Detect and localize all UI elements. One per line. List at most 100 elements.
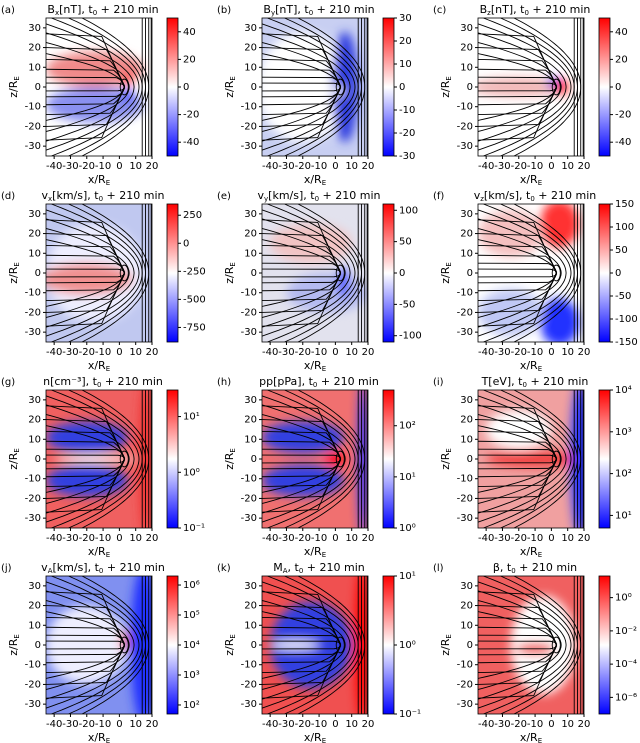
y-tick-label: -10 [241,474,257,485]
text-part: x/R [520,359,538,372]
y-tick-label: 0 [467,82,473,93]
x-tick-label: 0 [548,533,554,544]
colorbar-tick-label: 10⁻¹ [183,523,205,534]
streamline [46,581,140,709]
text-part: x/R [304,359,322,372]
streamlines [262,18,368,156]
text-part: β, t [493,561,512,574]
streamline [262,404,351,514]
y-tick-label: 0 [35,640,41,651]
colorbar-tick-label: 10¹ [615,510,632,521]
text-part: z/R [7,266,20,283]
x-tick-label: -40 [46,533,62,544]
text-part: B [263,3,271,16]
text-part: x/R [304,731,322,743]
streamlines [46,18,152,156]
streamline [262,23,356,151]
text-part: [km/s], t [268,189,315,202]
streamline [46,42,130,132]
streamline [262,32,351,142]
streamline [262,405,341,460]
streamline [478,33,557,88]
title: z/RE [223,634,237,656]
y-tick-label: -20 [457,121,473,132]
colorbar-tick-label: -50 [615,291,631,302]
text-part: x/R [304,545,322,558]
streamline [46,591,125,646]
streamline [478,591,557,646]
y-tick-label: -20 [241,121,257,132]
text-part: v [474,189,481,202]
colorbar [166,389,179,529]
earth-loop [335,264,345,282]
title: x/RE [304,359,326,373]
colorbar-tick-label: 10⁻⁶ [615,692,637,703]
title: z/RE [223,76,237,98]
y-tick-label: -30 [241,141,257,152]
text-part: + 210 min [535,189,596,202]
subscript: E [106,737,110,743]
subscript: 0 [315,195,319,203]
panel-label: (h) [217,377,231,388]
field-blobs [46,576,152,714]
x-tick-label: -30 [62,347,78,358]
x-tick-label: 20 [146,161,159,172]
colorbar-tick-label: 0 [399,82,405,93]
streamline [262,86,341,141]
colorbar-tick-label: 10² [615,469,632,480]
y-tick-label: 30 [28,23,41,34]
y-tick-label: -20 [241,679,257,690]
streamline [46,600,130,690]
x-tick-label: -20 [511,719,527,730]
y-tick-label: 20 [28,43,41,54]
y-tick-label: 10 [28,248,41,259]
y-tick-label: 10 [244,248,257,259]
title: x/RE [520,359,542,373]
streamlines [478,204,584,342]
field-blobs [262,31,359,143]
x-tick-label: -40 [262,533,278,544]
field-blob [539,298,580,342]
field [46,204,152,342]
subscript: 0 [99,567,103,575]
colorbar-tick-label: 0 [615,82,621,93]
title: x/RE [88,173,110,187]
subscript: y [264,195,268,203]
text-part: x/R [88,173,106,186]
y-tick-label: 10 [460,62,473,73]
x-tick-label: 0 [332,161,338,172]
text-part: M [273,561,283,574]
subscript: z [487,9,491,17]
streamline [262,581,356,709]
streamline [46,219,125,274]
subscript: E [229,262,237,266]
y-tick-label: -30 [457,327,473,338]
field-blob [54,455,136,463]
colorbar-tick-label: 10¹ [399,472,416,483]
y-tick-label: 20 [460,601,473,612]
y-tick-label: -20 [457,679,473,690]
colorbar-tick-label: 0 [183,82,189,93]
streamline [262,42,346,132]
field-blob [358,390,368,528]
title: x/RE [304,545,326,559]
text-part: x/R [88,731,106,743]
y-tick-label: 20 [244,229,257,240]
y-tick-label: -20 [457,493,473,504]
text-part: z/R [7,452,20,469]
field-blob [46,421,128,454]
colorbar-tick-label: 20 [615,54,628,65]
y-tick-label: 0 [251,268,257,279]
x-tick-label: 10 [345,533,358,544]
text-part: v [257,189,264,202]
streamline [46,644,125,699]
subscript: E [538,737,542,743]
y-tick-label: 0 [35,268,41,279]
y-tick-label: -20 [25,493,41,504]
y-tick-label: -10 [241,288,257,299]
title: vA[km/s], t0 + 210 min [41,561,165,575]
field-blob [262,464,344,497]
colorbar-tick-label: 10¹ [399,571,416,582]
text-part: [km/s], t [52,561,99,574]
